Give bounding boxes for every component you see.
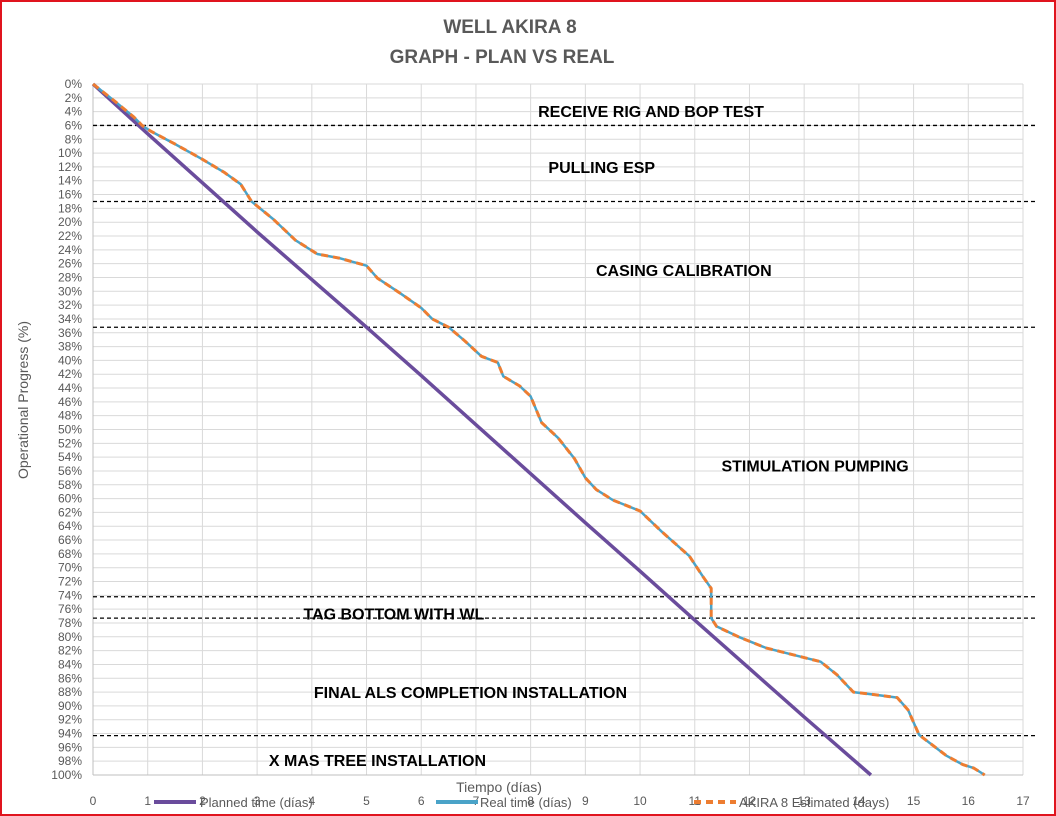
y-tick-label-45: 90% bbox=[58, 699, 82, 713]
y-tick-label-34: 68% bbox=[58, 547, 82, 561]
y-tick-label-39: 78% bbox=[58, 616, 82, 630]
y-tick-label-27: 54% bbox=[58, 450, 82, 464]
series-layer bbox=[91, 82, 986, 777]
phase-label-3: STIMULATION PUMPING bbox=[721, 458, 908, 475]
y-tick-label-10: 20% bbox=[58, 215, 82, 229]
y-tick-label-17: 34% bbox=[58, 312, 82, 326]
phase-label-4: TAG BOTTOM WITH WL bbox=[304, 606, 485, 623]
x-tick-label-3: 3 bbox=[254, 794, 261, 808]
phase-label-1: PULLING ESP bbox=[548, 160, 655, 177]
y-tick-label-33: 66% bbox=[58, 533, 82, 547]
x-tick-label-1: 1 bbox=[144, 794, 151, 808]
y-tick-label-26: 52% bbox=[58, 436, 82, 450]
y-tick-label-47: 94% bbox=[58, 727, 82, 741]
y-tick-label-29: 58% bbox=[58, 478, 82, 492]
legend-label-1: Real time (días) bbox=[480, 795, 572, 810]
y-tick-label-23: 46% bbox=[58, 395, 82, 409]
x-tick-label-6: 6 bbox=[418, 794, 425, 808]
y-tick-label-9: 18% bbox=[58, 201, 82, 215]
legend-label-0: Planned time (días) bbox=[200, 795, 313, 810]
y-tick-label-25: 50% bbox=[58, 423, 82, 437]
y-tick-labels: 0%2%4%6%8%10%12%14%16%18%20%22%24%26%28%… bbox=[51, 77, 82, 782]
x-tick-label-0: 0 bbox=[90, 794, 97, 808]
phase-labels: RECEIVE RIG AND BOP TEST PULLING ESP CASIN… bbox=[269, 104, 909, 770]
x-axis-label: Tiempo (días) bbox=[456, 779, 542, 795]
y-tick-label-6: 12% bbox=[58, 160, 82, 174]
x-tick-label-16: 16 bbox=[962, 794, 976, 808]
y-tick-label-38: 76% bbox=[58, 602, 82, 616]
y-tick-label-28: 56% bbox=[58, 464, 82, 478]
series-line-0 bbox=[91, 82, 873, 777]
y-tick-label-50: 100% bbox=[51, 768, 82, 782]
y-tick-label-2: 4% bbox=[65, 105, 83, 119]
y-tick-label-8: 16% bbox=[58, 188, 82, 202]
y-tick-label-3: 6% bbox=[65, 118, 83, 132]
x-tick-label-17: 17 bbox=[1016, 794, 1030, 808]
y-tick-label-1: 2% bbox=[65, 91, 83, 105]
y-tick-label-41: 82% bbox=[58, 644, 82, 658]
y-tick-label-16: 32% bbox=[58, 298, 82, 312]
y-tick-label-42: 84% bbox=[58, 657, 82, 671]
y-tick-label-12: 24% bbox=[58, 243, 82, 257]
phase-boundaries bbox=[93, 124, 1035, 737]
y-tick-label-44: 88% bbox=[58, 685, 82, 699]
y-tick-label-14: 28% bbox=[58, 270, 82, 284]
grid bbox=[92, 83, 1024, 776]
y-tick-label-20: 40% bbox=[58, 353, 82, 367]
y-tick-label-49: 98% bbox=[58, 754, 82, 768]
x-tick-label-2: 2 bbox=[199, 794, 206, 808]
y-axis-label: Operational Progress (%) bbox=[15, 321, 31, 479]
y-tick-label-32: 64% bbox=[58, 519, 82, 533]
y-tick-label-31: 62% bbox=[58, 505, 82, 519]
phase-label-5: FINAL ALS COMPLETION INSTALLATION bbox=[314, 685, 627, 702]
series-line-2 bbox=[92, 82, 986, 777]
x-tick-label-5: 5 bbox=[363, 794, 370, 808]
x-tick-label-15: 15 bbox=[907, 794, 921, 808]
y-tick-label-48: 96% bbox=[58, 740, 82, 754]
y-tick-label-15: 30% bbox=[58, 284, 82, 298]
y-tick-label-22: 44% bbox=[58, 381, 82, 395]
y-tick-label-35: 70% bbox=[58, 561, 82, 575]
y-tick-label-37: 74% bbox=[58, 588, 82, 602]
y-tick-label-21: 42% bbox=[58, 367, 82, 381]
x-tick-label-4: 4 bbox=[308, 794, 315, 808]
y-tick-label-40: 80% bbox=[58, 630, 82, 644]
y-tick-label-0: 0% bbox=[65, 77, 83, 91]
y-tick-label-46: 92% bbox=[58, 713, 82, 727]
y-tick-label-13: 26% bbox=[58, 257, 82, 271]
y-tick-label-5: 10% bbox=[58, 146, 82, 160]
chart-title: WELL AKIRA 8 bbox=[443, 17, 576, 38]
x-tick-label-12: 12 bbox=[743, 794, 757, 808]
y-tick-label-43: 86% bbox=[58, 671, 82, 685]
y-tick-label-4: 8% bbox=[65, 132, 83, 146]
phase-label-0: RECEIVE RIG AND BOP TEST bbox=[538, 104, 764, 121]
x-tick-label-13: 13 bbox=[797, 794, 811, 808]
legend-label-2: AKIRA 8 Estimated (days) bbox=[739, 795, 889, 810]
y-tick-label-30: 60% bbox=[58, 492, 82, 506]
x-tick-label-8: 8 bbox=[527, 794, 534, 808]
x-tick-label-9: 9 bbox=[582, 794, 589, 808]
y-tick-label-18: 36% bbox=[58, 326, 82, 340]
x-tick-label-10: 10 bbox=[633, 794, 647, 808]
legend: Planned time (días) Real time (días) AKIRA… bbox=[154, 795, 889, 810]
y-tick-label-11: 22% bbox=[58, 229, 82, 243]
y-tick-label-7: 14% bbox=[58, 174, 82, 188]
chart-subtitle: GRAPH - PLAN VS REAL bbox=[390, 47, 615, 68]
x-tick-labels: 01234567891011121314151617 bbox=[90, 794, 1030, 808]
y-tick-label-24: 48% bbox=[58, 409, 82, 423]
y-tick-label-19: 38% bbox=[58, 340, 82, 354]
x-tick-label-14: 14 bbox=[852, 794, 866, 808]
y-tick-label-36: 72% bbox=[58, 575, 82, 589]
phase-label-6: X MAS TREE INSTALLATION bbox=[269, 753, 486, 770]
phase-label-2: CASING CALIBRATION bbox=[596, 263, 772, 280]
